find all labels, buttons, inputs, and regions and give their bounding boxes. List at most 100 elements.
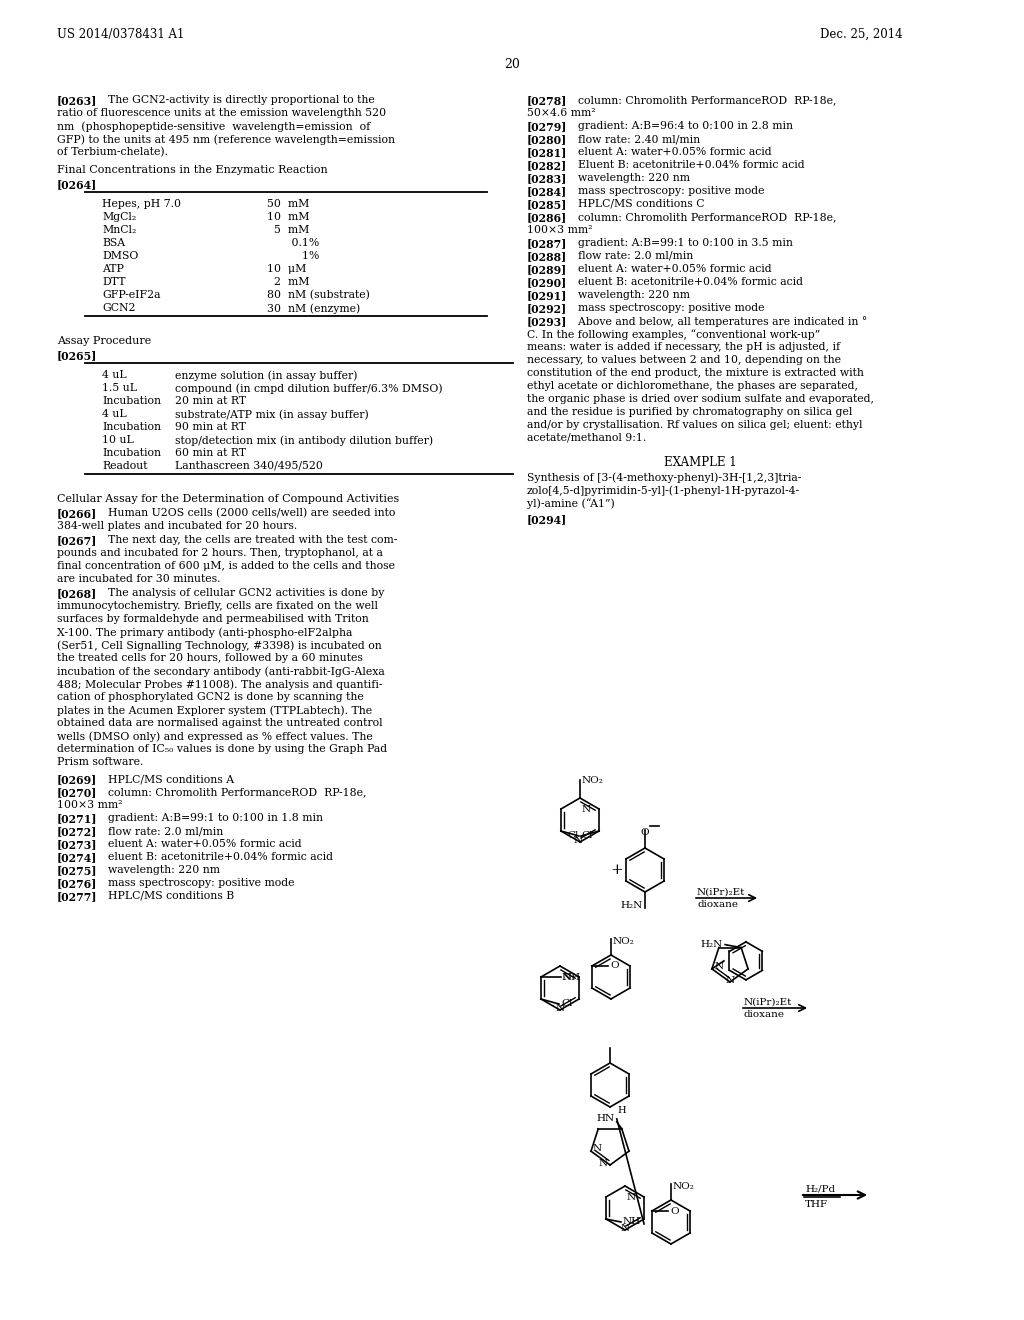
Text: Final Concentrations in the Enzymatic Reaction: Final Concentrations in the Enzymatic Re… bbox=[57, 165, 328, 176]
Text: 4 uL: 4 uL bbox=[102, 409, 127, 418]
Text: Cl: Cl bbox=[567, 832, 579, 841]
Text: [0291]: [0291] bbox=[527, 290, 567, 301]
Text: [0272]: [0272] bbox=[57, 826, 97, 837]
Text: plates in the Acumen Explorer system (TTPLabtech). The: plates in the Acumen Explorer system (TT… bbox=[57, 705, 372, 715]
Text: [0286]: [0286] bbox=[527, 213, 567, 223]
Text: ratio of fluorescence units at the emission wavelengthh 520: ratio of fluorescence units at the emiss… bbox=[57, 108, 386, 117]
Text: mass spectroscopy: positive mode: mass spectroscopy: positive mode bbox=[571, 186, 765, 195]
Text: necessary, to values between 2 and 10, depending on the: necessary, to values between 2 and 10, d… bbox=[527, 355, 841, 366]
Text: [0284]: [0284] bbox=[527, 186, 567, 197]
Text: flow rate: 2.0 ml/min: flow rate: 2.0 ml/min bbox=[571, 251, 693, 261]
Text: [0294]: [0294] bbox=[527, 513, 567, 525]
Text: Incubation: Incubation bbox=[102, 447, 161, 458]
Text: means: water is added if necessary, the pH is adjusted, if: means: water is added if necessary, the … bbox=[527, 342, 840, 352]
Text: [0283]: [0283] bbox=[527, 173, 567, 183]
Text: H: H bbox=[617, 1106, 626, 1115]
Text: GCN2: GCN2 bbox=[102, 304, 135, 313]
Text: N(iPr)₂Et: N(iPr)₂Et bbox=[744, 998, 793, 1007]
Text: dioxane: dioxane bbox=[744, 1010, 785, 1019]
Text: Cellular Assay for the Determination of Compound Activities: Cellular Assay for the Determination of … bbox=[57, 494, 399, 504]
Text: [0277]: [0277] bbox=[57, 891, 97, 902]
Text: 50×4.6 mm²: 50×4.6 mm² bbox=[527, 108, 596, 117]
Text: 2  mM: 2 mM bbox=[267, 277, 309, 286]
Text: Synthesis of [3-(4-methoxy-phenyl)-3H-[1,2,3]tria-: Synthesis of [3-(4-methoxy-phenyl)-3H-[1… bbox=[527, 473, 802, 483]
Text: Cl: Cl bbox=[581, 832, 592, 841]
Text: DMSO: DMSO bbox=[102, 251, 138, 261]
Text: 50  mM: 50 mM bbox=[267, 199, 309, 209]
Text: 100×3 mm²: 100×3 mm² bbox=[57, 800, 123, 810]
Text: eluent B: acetonitrile+0.04% formic acid: eluent B: acetonitrile+0.04% formic acid bbox=[571, 277, 803, 286]
Text: of Terbium-chelate).: of Terbium-chelate). bbox=[57, 147, 168, 157]
Text: [0285]: [0285] bbox=[527, 199, 567, 210]
Text: mass spectroscopy: positive mode: mass spectroscopy: positive mode bbox=[101, 878, 295, 888]
Text: HPLC/MS conditions C: HPLC/MS conditions C bbox=[571, 199, 705, 209]
Text: the organic phase is dried over sodium sulfate and evaporated,: the organic phase is dried over sodium s… bbox=[527, 393, 874, 404]
Text: N: N bbox=[627, 1192, 636, 1201]
Text: DTT: DTT bbox=[102, 277, 126, 286]
Text: [0279]: [0279] bbox=[527, 121, 567, 132]
Text: wells (DMSO only) and expressed as % effect values. The: wells (DMSO only) and expressed as % eff… bbox=[57, 731, 373, 742]
Text: gradient: A:B=96:4 to 0:100 in 2.8 min: gradient: A:B=96:4 to 0:100 in 2.8 min bbox=[571, 121, 793, 131]
Text: H₂/Pd: H₂/Pd bbox=[805, 1185, 836, 1195]
Text: Prism software.: Prism software. bbox=[57, 756, 143, 767]
Text: 10  μM: 10 μM bbox=[267, 264, 306, 275]
Text: Above and below, all temperatures are indicated in °: Above and below, all temperatures are in… bbox=[571, 315, 867, 327]
Text: flow rate: 2.40 ml/min: flow rate: 2.40 ml/min bbox=[571, 135, 700, 144]
Text: nm  (phosphopeptide-sensitive  wavelength=emission  of: nm (phosphopeptide-sensitive wavelength=… bbox=[57, 121, 371, 132]
Text: flow rate: 2.0 ml/min: flow rate: 2.0 ml/min bbox=[101, 826, 223, 836]
Text: ethyl acetate or dichloromethane, the phases are separated,: ethyl acetate or dichloromethane, the ph… bbox=[527, 381, 858, 391]
Text: GFP) to the units at 495 nm (reference wavelength=emission: GFP) to the units at 495 nm (reference w… bbox=[57, 135, 395, 145]
Text: MnCl₂: MnCl₂ bbox=[102, 224, 136, 235]
Text: 80  nM (substrate): 80 nM (substrate) bbox=[267, 290, 370, 301]
Text: HN: HN bbox=[597, 1114, 614, 1123]
Text: X-100. The primary antibody (anti-phospho-elF2alpha: X-100. The primary antibody (anti-phosph… bbox=[57, 627, 352, 638]
Text: yl)-amine (“A1”): yl)-amine (“A1”) bbox=[527, 498, 614, 508]
Text: Incubation: Incubation bbox=[102, 422, 161, 432]
Text: obtained data are normalised against the untreated control: obtained data are normalised against the… bbox=[57, 718, 383, 729]
Text: 384-well plates and incubated for 20 hours.: 384-well plates and incubated for 20 hou… bbox=[57, 521, 297, 531]
Text: 20: 20 bbox=[504, 58, 520, 71]
Text: [0293]: [0293] bbox=[527, 315, 567, 327]
Text: 60 min at RT: 60 min at RT bbox=[175, 447, 246, 458]
Text: 10  mM: 10 mM bbox=[267, 213, 309, 222]
Text: wavelength: 220 nm: wavelength: 220 nm bbox=[571, 173, 690, 183]
Text: gradient: A:B=99:1 to 0:100 in 1.8 min: gradient: A:B=99:1 to 0:100 in 1.8 min bbox=[101, 813, 323, 822]
Text: Human U2OS cells (2000 cells/well) are seeded into: Human U2OS cells (2000 cells/well) are s… bbox=[101, 508, 395, 519]
Text: acetate/methanol 9:1.: acetate/methanol 9:1. bbox=[527, 433, 646, 444]
Text: [0265]: [0265] bbox=[57, 350, 97, 360]
Text: MgCl₂: MgCl₂ bbox=[102, 213, 136, 222]
Text: N: N bbox=[599, 1159, 608, 1168]
Text: 100×3 mm²: 100×3 mm² bbox=[527, 224, 593, 235]
Text: substrate/ATP mix (in assay buffer): substrate/ATP mix (in assay buffer) bbox=[175, 409, 369, 420]
Text: 30  nM (enzyme): 30 nM (enzyme) bbox=[267, 304, 360, 314]
Text: column: Chromolith PerformanceROD  RP-18e,: column: Chromolith PerformanceROD RP-18e… bbox=[571, 95, 837, 106]
Text: The next day, the cells are treated with the test com-: The next day, the cells are treated with… bbox=[101, 535, 397, 545]
Text: THF: THF bbox=[805, 1200, 828, 1209]
Text: NH: NH bbox=[623, 1217, 641, 1226]
Text: eluent A: water+0.05% formic acid: eluent A: water+0.05% formic acid bbox=[571, 264, 772, 275]
Text: stop/detection mix (in antibody dilution buffer): stop/detection mix (in antibody dilution… bbox=[175, 436, 433, 446]
Text: NH: NH bbox=[563, 973, 581, 982]
Text: wavelength: 220 nm: wavelength: 220 nm bbox=[101, 865, 220, 875]
Text: US 2014/0378431 A1: US 2014/0378431 A1 bbox=[57, 28, 184, 41]
Text: H₂N: H₂N bbox=[621, 902, 643, 909]
Text: 488; Molecular Probes #11008). The analysis and quantifi-: 488; Molecular Probes #11008). The analy… bbox=[57, 678, 383, 689]
Text: [0292]: [0292] bbox=[527, 304, 567, 314]
Text: [0282]: [0282] bbox=[527, 160, 567, 172]
Text: ATP: ATP bbox=[102, 264, 124, 275]
Text: [0263]: [0263] bbox=[57, 95, 97, 106]
Text: [0290]: [0290] bbox=[527, 277, 567, 288]
Text: column: Chromolith PerformanceROD  RP-18e,: column: Chromolith PerformanceROD RP-18e… bbox=[571, 213, 837, 222]
Text: N: N bbox=[582, 804, 591, 813]
Text: gradient: A:B=99:1 to 0:100 in 3.5 min: gradient: A:B=99:1 to 0:100 in 3.5 min bbox=[571, 238, 793, 248]
Text: EXAMPLE 1: EXAMPLE 1 bbox=[664, 455, 736, 469]
Text: [0280]: [0280] bbox=[527, 135, 567, 145]
Text: immunocytochemistry. Briefly, cells are fixated on the well: immunocytochemistry. Briefly, cells are … bbox=[57, 601, 378, 611]
Text: Readout: Readout bbox=[102, 461, 147, 471]
Text: NO₂: NO₂ bbox=[673, 1181, 695, 1191]
Text: N: N bbox=[725, 975, 734, 985]
Text: BSA: BSA bbox=[102, 238, 125, 248]
Text: [0287]: [0287] bbox=[527, 238, 567, 249]
Text: HPLC/MS conditions A: HPLC/MS conditions A bbox=[101, 774, 234, 784]
Text: [0267]: [0267] bbox=[57, 535, 97, 546]
